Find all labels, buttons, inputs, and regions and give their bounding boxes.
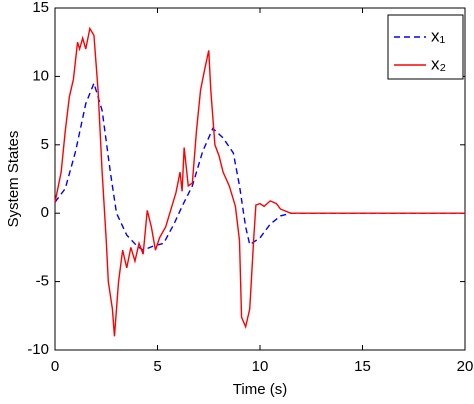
legend-label: x₁ <box>431 26 446 45</box>
series-line <box>54 81 465 251</box>
y-tick-label: -10 <box>27 341 49 358</box>
y-tick-label: 10 <box>32 67 49 84</box>
x-tick-label: 10 <box>252 358 269 375</box>
y-tick-label: -5 <box>36 273 49 290</box>
legend-label: x₂ <box>431 54 446 73</box>
y-axis-label: System States <box>5 131 22 228</box>
x-tick-label: 20 <box>457 358 474 375</box>
series-line <box>54 26 465 337</box>
x-tick-label: 5 <box>153 358 161 375</box>
x-axis-label: Time (s) <box>233 381 287 398</box>
x-tick-label: 15 <box>354 358 371 375</box>
y-tick-label: 0 <box>41 204 49 221</box>
legend-box <box>387 14 464 80</box>
y-tick-label: 5 <box>41 136 49 153</box>
y-tick-label: 15 <box>32 0 49 16</box>
x-tick-label: 0 <box>51 358 59 375</box>
